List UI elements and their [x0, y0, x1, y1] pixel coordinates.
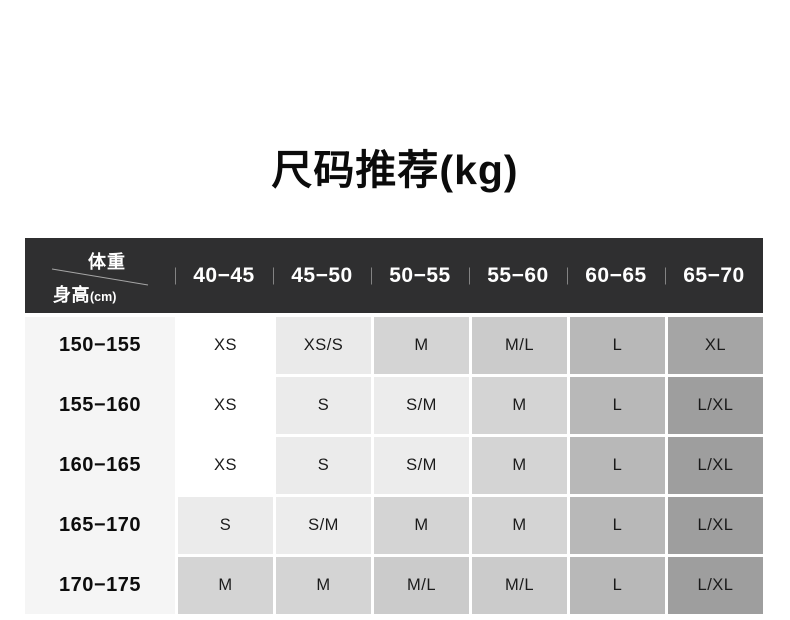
table-header-row: 体重 身高(cm) 40−45 45−50 50−55 55−60 60−65 65−70	[25, 238, 763, 313]
weight-column-label: 40−45	[193, 263, 255, 287]
size-cell: M	[472, 497, 567, 554]
height-row-label: 155−160	[59, 394, 141, 416]
header-separator-line	[567, 267, 568, 284]
size-cell: M/L	[374, 557, 469, 614]
header-separator-line	[469, 267, 470, 284]
size-cell: M	[276, 557, 371, 614]
size-cell: XS	[178, 317, 273, 374]
size-cell: L	[570, 497, 665, 554]
size-cell: L	[570, 317, 665, 374]
weight-column-header: 50−55	[371, 238, 469, 313]
size-cell: L/XL	[668, 377, 763, 434]
size-cell: XS	[178, 377, 273, 434]
header-separator-line	[175, 267, 176, 284]
size-cell: S/M	[374, 437, 469, 494]
header-separator-line	[273, 267, 274, 284]
size-cell: M	[178, 557, 273, 614]
page-title: 尺码推荐(kg)	[271, 147, 519, 193]
size-cell: M/L	[472, 317, 567, 374]
size-cell: S	[276, 377, 371, 434]
height-label-column-background	[25, 317, 175, 614]
corner-height-label: 身高(cm)	[53, 281, 116, 307]
size-cell: L/XL	[668, 437, 763, 494]
size-cell: M	[374, 497, 469, 554]
header-separator-line	[665, 267, 666, 284]
table-body: 150−155 XS XS/S M M/L L XL 155−160 XS S S/M M L L/XL 1…	[25, 317, 763, 614]
size-cell: M	[374, 317, 469, 374]
size-cell: S/M	[374, 377, 469, 434]
size-recommendation-table: 体重 身高(cm) 40−45 45−50 50−55 55−60 60−65 65−70…	[25, 238, 763, 614]
weight-column-header: 45−50	[273, 238, 371, 313]
corner-height-text: 身高	[53, 285, 90, 305]
weight-column-label: 60−65	[585, 263, 647, 287]
size-cell: S/M	[276, 497, 371, 554]
weight-column-label: 45−50	[291, 263, 353, 287]
weight-column-header: 60−65	[567, 238, 665, 313]
corner-weight-label: 体重	[88, 252, 126, 272]
size-cell: M	[472, 437, 567, 494]
weight-column-label: 65−70	[683, 263, 745, 287]
size-cell: M	[472, 377, 567, 434]
table-body-grid: 150−155 XS XS/S M M/L L XL 155−160 XS S S/M M L L/XL 1…	[25, 317, 763, 614]
height-row-label: 150−155	[59, 334, 141, 356]
size-cell: XL	[668, 317, 763, 374]
height-row-label: 160−165	[59, 454, 141, 476]
size-cell: S	[276, 437, 371, 494]
header-separator-line	[371, 267, 372, 284]
size-cell: XS	[178, 437, 273, 494]
weight-column-header: 40−45	[175, 238, 273, 313]
size-cell: L	[570, 437, 665, 494]
weight-column-header: 65−70	[665, 238, 763, 313]
weight-column-label: 50−55	[389, 263, 451, 287]
size-cell: L/XL	[668, 557, 763, 614]
size-cell: L	[570, 557, 665, 614]
weight-column-header: 55−60	[469, 238, 567, 313]
size-cell: M/L	[472, 557, 567, 614]
size-cell: S	[178, 497, 273, 554]
size-cell: L	[570, 377, 665, 434]
height-row-label: 170−175	[59, 574, 141, 596]
height-row-label: 165−170	[59, 514, 141, 536]
corner-height-unit: (cm)	[90, 290, 117, 304]
weight-column-label: 55−60	[487, 263, 549, 287]
table-corner-cell: 体重 身高(cm)	[25, 238, 175, 313]
diagonal-divider-line	[51, 268, 149, 286]
size-cell: XS/S	[276, 317, 371, 374]
size-cell: L/XL	[668, 497, 763, 554]
